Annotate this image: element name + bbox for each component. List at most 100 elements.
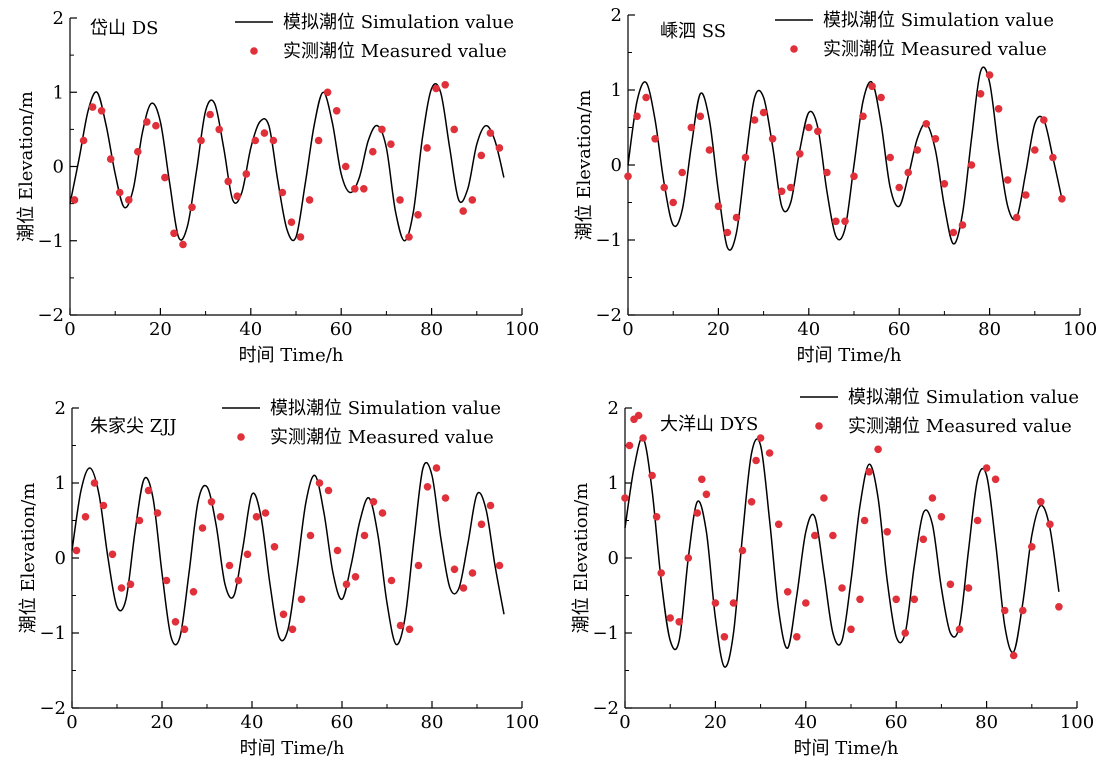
measured-point xyxy=(225,561,234,570)
x-tick-label: 80 xyxy=(978,319,1001,340)
measured-point xyxy=(88,103,97,111)
measured-point xyxy=(877,93,885,102)
measured-point xyxy=(477,151,486,160)
measured-point xyxy=(432,464,441,472)
measured-point xyxy=(261,509,270,517)
measured-point xyxy=(1058,195,1066,203)
simulation-series-line xyxy=(71,461,505,646)
measured-point xyxy=(197,136,205,145)
measured-point xyxy=(1003,176,1012,184)
measured-point xyxy=(937,513,946,521)
measured-point xyxy=(161,173,169,182)
measured-point xyxy=(188,203,196,212)
measured-point xyxy=(759,108,768,117)
measured-point xyxy=(955,625,964,634)
measured-point xyxy=(802,599,810,607)
measured-point xyxy=(901,629,909,637)
x-tick-label: 100 xyxy=(1060,712,1094,733)
y-tick-label: −1 xyxy=(595,230,622,251)
measured-point xyxy=(702,490,711,499)
y-tick-label: 0 xyxy=(55,548,66,569)
measured-point xyxy=(991,475,1000,484)
measured-point xyxy=(892,595,900,604)
x-tick-label: 20 xyxy=(151,712,174,733)
measured-point xyxy=(97,107,106,115)
measured-point xyxy=(152,121,160,130)
x-tick-label: 40 xyxy=(797,319,820,340)
measured-point xyxy=(883,528,891,536)
measured-point xyxy=(305,196,314,204)
y-axis-label: 潮位 Elevation/m xyxy=(18,483,39,634)
measured-point xyxy=(1009,651,1018,660)
measured-point xyxy=(729,599,738,607)
x-axis-label: 时间 Time/h xyxy=(239,345,344,366)
measured-point xyxy=(1046,520,1054,529)
legend-simulation-label: 模拟潮位 Simulation value xyxy=(270,398,501,419)
measured-point xyxy=(125,196,133,204)
measured-point xyxy=(315,479,324,487)
measured-point xyxy=(1022,191,1030,199)
x-tick-label: 60 xyxy=(885,712,908,733)
simulation-series-line xyxy=(69,83,505,242)
simulation-series-line xyxy=(627,66,1063,251)
legend-measured-label: 实测潮位 Measured value xyxy=(283,41,507,62)
measured-point xyxy=(90,479,99,487)
measured-point xyxy=(396,621,405,630)
measured-point xyxy=(687,123,696,132)
measured-point xyxy=(913,146,922,154)
measured-point xyxy=(468,196,477,204)
y-tick-label: 2 xyxy=(611,5,622,26)
measured-point xyxy=(675,618,683,626)
y-tick-label: −2 xyxy=(37,305,64,326)
measured-point xyxy=(624,172,632,181)
x-tick-label: 40 xyxy=(239,319,262,340)
measured-point xyxy=(405,625,414,634)
measured-point xyxy=(432,84,440,93)
y-tick-label: 2 xyxy=(608,398,619,419)
x-tick-label: 80 xyxy=(421,712,444,733)
measured-point xyxy=(278,188,287,197)
measured-point xyxy=(811,531,819,540)
measured-point xyxy=(252,513,261,521)
measured-point xyxy=(270,543,279,551)
measured-point xyxy=(756,434,765,442)
measured-point xyxy=(738,546,747,555)
measured-point xyxy=(134,147,142,156)
measured-point xyxy=(1037,498,1045,506)
simulation-series-line xyxy=(624,436,1060,668)
measured-point xyxy=(1049,153,1057,162)
measured-point xyxy=(823,168,831,177)
y-tick-label: 2 xyxy=(55,398,66,419)
y-tick-label: 1 xyxy=(611,80,622,101)
x-tick-label: 80 xyxy=(420,319,443,340)
measured-point xyxy=(450,565,459,574)
measured-point xyxy=(378,125,386,134)
measured-point xyxy=(1019,606,1027,615)
measured-point xyxy=(324,486,333,495)
measured-point xyxy=(895,183,903,192)
legend: 模拟潮位 Simulation value 实测潮位 Measured value xyxy=(775,10,1054,60)
measured-point xyxy=(242,170,251,178)
measured-point xyxy=(860,516,869,525)
legend-point-swatch xyxy=(790,45,798,53)
measured-point xyxy=(269,136,278,145)
y-tick-label: 0 xyxy=(608,548,619,569)
measured-point xyxy=(323,88,332,97)
measured-point xyxy=(486,129,495,137)
measured-point xyxy=(179,240,187,249)
x-axis-label: 时间 Time/h xyxy=(797,345,902,366)
measured-point xyxy=(423,144,431,152)
y-axis-label: 潮位 Elevation/m xyxy=(574,90,595,241)
measured-point xyxy=(832,217,840,226)
measured-point xyxy=(958,221,967,229)
measured-point xyxy=(351,573,360,581)
measured-point xyxy=(360,185,368,193)
measured-point xyxy=(153,509,162,517)
measured-point xyxy=(838,584,846,592)
measured-point xyxy=(70,196,79,204)
measured-point xyxy=(441,494,450,502)
measured-point xyxy=(741,153,750,162)
measured-point xyxy=(405,233,413,241)
